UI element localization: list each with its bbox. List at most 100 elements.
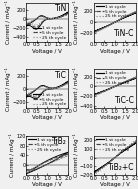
1 st cycle <box>53 87 55 89</box>
5 th cycle <box>116 20 117 22</box>
1 st cycle <box>93 171 95 173</box>
5 th cycle <box>49 162 50 164</box>
5 th cycle <box>116 20 118 22</box>
1 st cycle <box>53 17 55 19</box>
5 th cycle <box>126 147 128 149</box>
5 th cycle <box>25 94 27 97</box>
Y-axis label: Current / mAg⁻¹: Current / mAg⁻¹ <box>73 0 79 44</box>
5 th cycle <box>25 172 27 174</box>
1 st cycle <box>120 18 122 20</box>
5 th cycle <box>49 18 50 20</box>
25 th cycle <box>49 163 50 165</box>
1 st cycle <box>135 77 137 79</box>
Legend: 1 st cycle, 5 th cycle, 25 th cycle: 1 st cycle, 5 th cycle, 25 th cycle <box>28 137 62 152</box>
25 th cycle <box>124 148 126 150</box>
5 th cycle <box>120 18 122 20</box>
1 st cycle <box>48 18 50 20</box>
5 th cycle <box>59 85 61 88</box>
25 th cycle <box>57 17 58 19</box>
25 th cycle <box>116 20 118 22</box>
5 th cycle <box>53 17 55 19</box>
Text: TiC-C: TiC-C <box>115 96 135 105</box>
Line: 1 st cycle: 1 st cycle <box>26 152 68 174</box>
1 st cycle <box>120 82 122 85</box>
5 th cycle <box>93 172 95 174</box>
25 th cycle <box>116 20 117 22</box>
Line: 25 th cycle: 25 th cycle <box>94 140 136 175</box>
1 st cycle <box>59 154 61 156</box>
Line: 5 th cycle: 5 th cycle <box>26 154 68 173</box>
5 th cycle <box>93 94 95 96</box>
Legend: 1 st cycle, 5 th cycle, 25 th cycle: 1 st cycle, 5 th cycle, 25 th cycle <box>33 92 67 107</box>
5 th cycle <box>116 84 117 87</box>
1 st cycle <box>93 94 95 96</box>
25 th cycle <box>120 17 122 19</box>
1 st cycle <box>103 165 105 167</box>
X-axis label: Voltage / V: Voltage / V <box>32 115 62 120</box>
1 st cycle <box>116 155 117 157</box>
1 st cycle <box>48 88 50 90</box>
Y-axis label: Current / mAg⁻¹: Current / mAg⁻¹ <box>73 67 79 111</box>
X-axis label: Voltage / V: Voltage / V <box>100 49 130 54</box>
Text: TiB₂+C: TiB₂+C <box>108 163 135 172</box>
5 th cycle <box>68 12 69 14</box>
5 th cycle <box>103 27 105 29</box>
5 th cycle <box>25 169 27 171</box>
25 th cycle <box>120 82 122 84</box>
25 th cycle <box>135 139 137 142</box>
5 th cycle <box>35 96 37 98</box>
Line: 5 th cycle: 5 th cycle <box>26 13 68 27</box>
1 st cycle <box>36 166 37 168</box>
1 st cycle <box>53 156 55 159</box>
1 st cycle <box>124 16 126 19</box>
1 st cycle <box>25 173 27 175</box>
5 th cycle <box>68 81 69 83</box>
5 th cycle <box>57 158 58 161</box>
25 th cycle <box>59 157 61 159</box>
1 st cycle <box>59 15 61 18</box>
Legend: 1 st cycle, 5 th cycle, 25 th cycle: 1 st cycle, 5 th cycle, 25 th cycle <box>33 26 67 40</box>
25 th cycle <box>57 87 58 89</box>
1 st cycle <box>48 162 50 164</box>
1 st cycle <box>120 151 122 154</box>
5 th cycle <box>59 16 61 18</box>
5 th cycle <box>124 16 126 18</box>
25 th cycle <box>25 22 27 24</box>
1 st cycle <box>93 30 95 33</box>
25 th cycle <box>25 93 27 95</box>
1 st cycle <box>35 28 37 30</box>
1 st cycle <box>135 142 137 144</box>
25 th cycle <box>53 17 55 19</box>
1 st cycle <box>116 155 118 157</box>
25 th cycle <box>93 32 95 34</box>
5 th cycle <box>135 76 137 79</box>
1 st cycle <box>49 88 50 90</box>
Line: 25 th cycle: 25 th cycle <box>94 11 136 33</box>
25 th cycle <box>103 27 105 29</box>
1 st cycle <box>59 85 61 87</box>
5 th cycle <box>57 87 58 89</box>
25 th cycle <box>25 94 27 96</box>
5 th cycle <box>36 18 37 20</box>
25 th cycle <box>124 80 126 83</box>
25 th cycle <box>48 18 50 20</box>
25 th cycle <box>135 76 137 78</box>
5 th cycle <box>93 172 95 174</box>
5 th cycle <box>57 17 58 19</box>
Line: 5 th cycle: 5 th cycle <box>26 82 68 97</box>
5 th cycle <box>124 148 126 151</box>
25 th cycle <box>53 159 55 161</box>
1 st cycle <box>116 84 117 87</box>
1 st cycle <box>49 162 50 164</box>
25 th cycle <box>35 95 37 97</box>
Legend: 1 st cycle, 5 th cycle, 25 th cycle: 1 st cycle, 5 th cycle, 25 th cycle <box>95 137 130 152</box>
25 th cycle <box>59 16 61 19</box>
1 st cycle <box>126 147 128 150</box>
1 st cycle <box>135 12 137 14</box>
5 th cycle <box>120 151 122 153</box>
1 st cycle <box>124 81 126 83</box>
1 st cycle <box>116 20 117 22</box>
Line: 1 st cycle: 1 st cycle <box>26 12 68 29</box>
5 th cycle <box>116 155 118 157</box>
5 th cycle <box>48 88 50 90</box>
